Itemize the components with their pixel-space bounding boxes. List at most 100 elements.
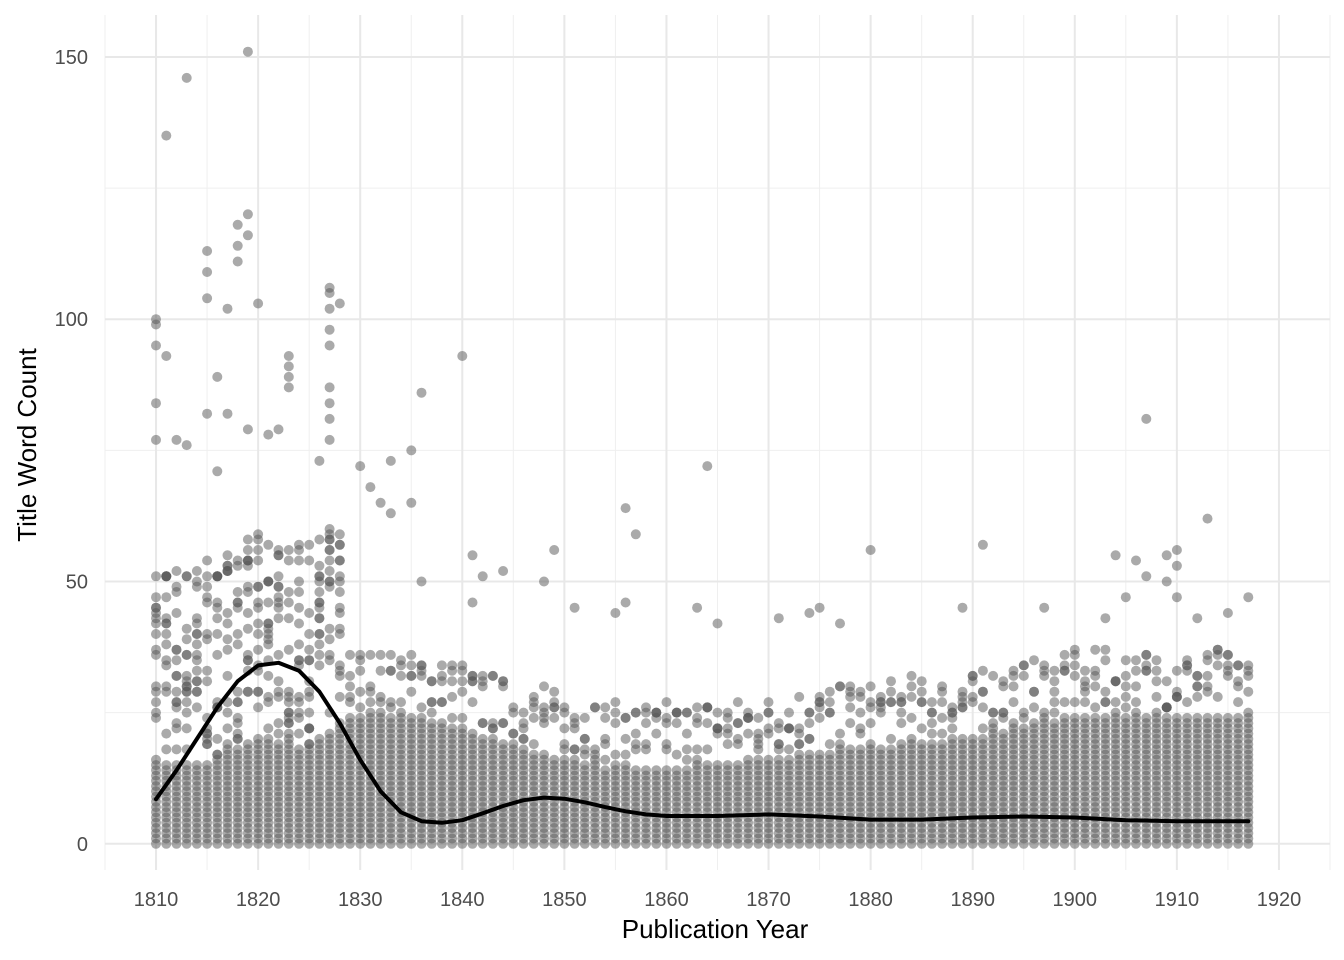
data-point [334, 529, 345, 540]
data-point [314, 639, 325, 650]
data-point [957, 691, 968, 702]
data-point [559, 723, 570, 734]
data-point [1171, 545, 1182, 555]
data-point [294, 697, 304, 708]
data-point [794, 691, 805, 702]
data-point [732, 739, 743, 750]
data-point [661, 712, 672, 723]
x-tick-label: 1830 [338, 889, 383, 911]
data-point [1059, 649, 1070, 660]
data-point [845, 691, 856, 702]
data-point [1161, 576, 1172, 587]
data-point [222, 670, 233, 681]
data-point [447, 723, 458, 734]
data-point [151, 754, 161, 765]
data-point [1243, 670, 1254, 681]
data-point [314, 534, 325, 545]
data-point [191, 686, 202, 697]
data-point [569, 718, 580, 729]
data-point [1120, 670, 1131, 681]
data-point [191, 702, 202, 713]
data-point [1080, 665, 1090, 676]
data-point [222, 634, 233, 645]
data-point [1100, 655, 1111, 666]
data-point [845, 718, 856, 729]
data-point [253, 644, 264, 655]
data-point [1151, 676, 1162, 687]
data-point [886, 733, 896, 744]
data-point [396, 707, 406, 718]
data-point [324, 340, 335, 351]
data-point [722, 723, 733, 734]
data-point [1131, 707, 1141, 718]
data-point [161, 760, 172, 771]
data-point [283, 382, 294, 393]
data-point [814, 602, 825, 613]
data-point [161, 655, 172, 666]
data-point [1171, 592, 1182, 603]
data-point [937, 697, 948, 708]
data-point [467, 597, 478, 608]
data-point [1233, 681, 1244, 692]
data-point [191, 639, 202, 650]
data-point [906, 670, 917, 681]
data-point [947, 707, 958, 718]
data-point [549, 545, 560, 555]
data-point [1120, 681, 1131, 692]
data-point [436, 718, 447, 729]
data-point [1018, 723, 1029, 734]
data-point [294, 744, 304, 755]
data-point [222, 707, 233, 718]
data-point [253, 298, 264, 309]
data-point [253, 686, 264, 697]
data-point [202, 408, 213, 419]
data-point [151, 697, 161, 708]
data-point [334, 660, 345, 671]
data-point [1069, 697, 1080, 708]
x-axis-title: Publication Year [622, 914, 809, 944]
data-point [753, 754, 764, 765]
data-point [396, 660, 406, 671]
data-point [549, 686, 560, 697]
data-point [518, 733, 529, 744]
data-point [1100, 712, 1111, 723]
data-point [1192, 670, 1203, 681]
data-point [151, 707, 161, 718]
data-point [222, 618, 233, 629]
data-point [345, 712, 355, 723]
data-point [345, 649, 355, 660]
data-point [324, 398, 335, 409]
data-point [416, 712, 427, 723]
data-point [406, 445, 417, 456]
data-point [600, 712, 611, 723]
data-point [1039, 707, 1050, 718]
data-point [1151, 655, 1162, 666]
data-point [151, 319, 161, 330]
data-point [998, 728, 1009, 739]
data-point [355, 461, 366, 472]
data-point [804, 608, 815, 618]
data-point [345, 691, 355, 702]
data-point [242, 209, 253, 220]
data-point [641, 707, 651, 718]
data-point [814, 749, 825, 760]
data-point [1161, 712, 1172, 723]
data-point [732, 718, 743, 729]
data-point [324, 555, 335, 566]
data-point [1049, 665, 1060, 676]
data-point [773, 744, 784, 755]
data-point [865, 739, 876, 750]
data-point [875, 744, 886, 755]
data-point [824, 686, 835, 697]
data-point [1008, 681, 1019, 692]
data-point [447, 691, 458, 702]
data-point [181, 440, 192, 451]
data-point [324, 434, 335, 445]
data-point [1192, 681, 1203, 692]
data-point [273, 676, 284, 687]
data-point [845, 681, 856, 692]
data-point [1100, 686, 1111, 697]
data-point [324, 534, 335, 545]
data-point [191, 676, 202, 687]
